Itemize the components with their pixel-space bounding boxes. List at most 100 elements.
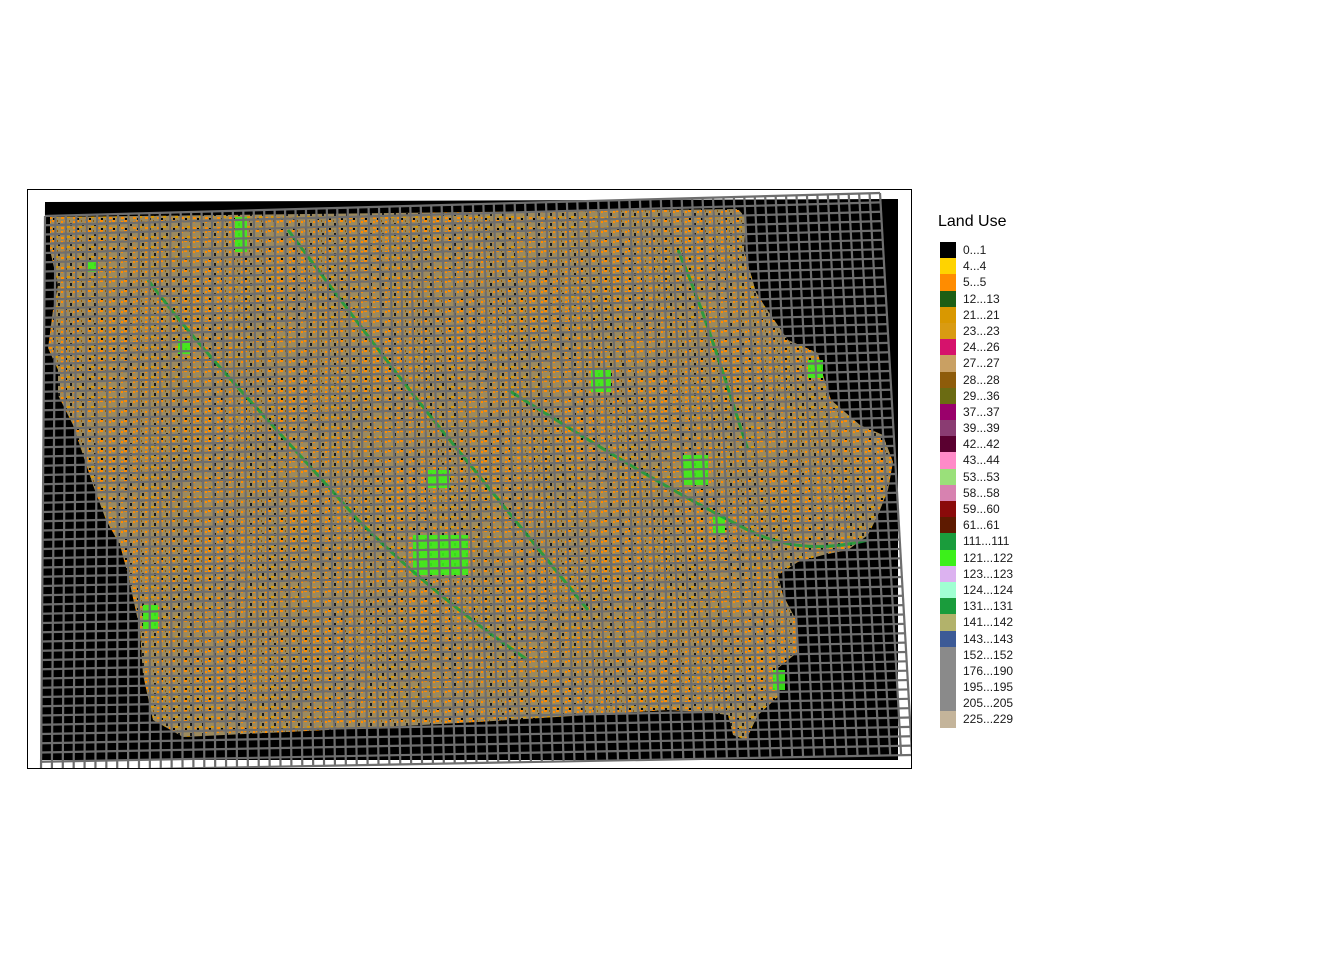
legend-swatch — [940, 549, 956, 566]
land-use-map — [39, 191, 911, 768]
legend-swatch — [940, 436, 956, 453]
legend-item: 61...61 — [938, 517, 1007, 534]
grid-line — [43, 388, 892, 412]
legend-swatch — [940, 501, 956, 518]
legend-label: 123...123 — [963, 566, 1014, 581]
legend-swatch — [940, 581, 956, 599]
grid-line — [41, 669, 908, 689]
grid-line — [44, 276, 885, 301]
legend-item: 195...195 — [938, 679, 1013, 696]
grid-line — [44, 257, 884, 282]
legend-item: 37...37 — [938, 403, 1007, 421]
legend-swatch — [940, 420, 956, 437]
legend-label: 43...44 — [963, 453, 1000, 468]
legend-swatch — [940, 646, 956, 663]
grid-line — [41, 678, 908, 699]
legend-item: 28...28 — [938, 371, 1007, 388]
grid-line — [42, 557, 901, 578]
grid-line — [41, 735, 911, 754]
legend-item: 58...58 — [938, 484, 1007, 501]
legend-label: 29...36 — [963, 388, 1000, 403]
legend-label: 42...42 — [963, 437, 1000, 452]
legend-item: 176...190 — [938, 662, 1013, 680]
legend-swatch — [940, 290, 956, 307]
grid-line — [44, 238, 883, 264]
legend-swatch — [940, 533, 956, 550]
grid-line — [43, 351, 890, 375]
grid-line — [42, 491, 898, 514]
legend-item: 4...4 — [938, 258, 1007, 275]
legend-label: 53...53 — [963, 469, 1000, 484]
legend-swatch — [940, 598, 956, 615]
legend-items: 0...1 4...4 5...5 12...13 21...21 23...23 24..… — [938, 242, 1013, 728]
legend-label: 143...143 — [963, 631, 1014, 646]
grid-line — [41, 613, 905, 634]
grid-line — [42, 604, 904, 625]
grid-line — [42, 566, 902, 588]
legend-label: 121...122 — [963, 550, 1014, 565]
legend-swatch — [940, 711, 956, 728]
grid-line — [44, 304, 887, 329]
grid-line — [41, 622, 905, 643]
legend-label: 225...229 — [963, 712, 1014, 727]
legend-item: 111...111 — [938, 533, 1010, 550]
grid-line — [144, 753, 911, 768]
grid-line — [41, 725, 911, 745]
legend-label: 58...58 — [963, 485, 1000, 500]
legend-item: 143...143 — [938, 630, 1013, 647]
legend-item: 5...5 — [938, 274, 1007, 291]
grid-line — [41, 650, 907, 671]
grid-line — [43, 416, 893, 440]
legend-swatch — [940, 695, 956, 712]
legend-swatch — [940, 371, 956, 388]
legend: Land Use 0...1 4...4 5...5 12...13 21...21 23… — [938, 213, 1013, 728]
legend-swatch — [940, 452, 956, 469]
grid-line — [41, 716, 910, 736]
legend-swatch — [940, 403, 956, 421]
legend-item: 24...26 — [938, 339, 1007, 356]
legend-swatch — [940, 274, 956, 291]
grid-line — [44, 210, 882, 236]
legend-item: 205...205 — [938, 695, 1013, 712]
legend-label: 176...190 — [963, 663, 1014, 678]
legend-item: 29...36 — [938, 387, 1007, 404]
legend-swatch — [940, 679, 956, 696]
grid-line — [41, 688, 909, 708]
legend-swatch — [940, 339, 956, 356]
grid-overlay — [39, 191, 911, 768]
legend-swatch — [940, 517, 956, 534]
legend-swatch — [940, 662, 956, 680]
grid-line — [43, 397, 892, 421]
legend-swatch — [940, 355, 956, 372]
legend-swatch — [940, 322, 956, 340]
legend-label: 59...60 — [963, 502, 1000, 516]
legend-label: 124...124 — [963, 582, 1014, 597]
legend-item: 23...23 — [938, 322, 1007, 340]
legend-item: 0...1 — [938, 242, 1007, 259]
grid-line — [43, 454, 895, 477]
grid-line — [44, 313, 887, 338]
grid-line — [43, 463, 896, 486]
grid-line — [43, 341, 889, 366]
grid-line — [44, 191, 881, 218]
legend-item: 42...42 — [938, 436, 1007, 453]
legend-label: 24...26 — [963, 340, 1000, 355]
grid-line — [44, 248, 884, 273]
grid-line — [42, 575, 902, 597]
grid-line — [43, 435, 894, 458]
legend-label: 27...27 — [963, 356, 1000, 371]
legend-item: 124...124 — [938, 581, 1013, 599]
legend-item: 21...21 — [938, 306, 1007, 323]
grid-line — [43, 426, 894, 449]
legend-label: 37...37 — [963, 404, 1000, 419]
legend-label: 111...111 — [963, 534, 1010, 549]
grid-line — [43, 332, 889, 356]
grid-line — [42, 472, 897, 495]
legend-label: 23...23 — [963, 323, 1000, 338]
legend-swatch — [940, 242, 956, 259]
grid-line — [42, 529, 900, 551]
legend-label: 28...28 — [963, 372, 1000, 387]
grid-line — [41, 707, 910, 726]
legend-label: 195...195 — [963, 680, 1014, 695]
legend-item: 59...60 — [938, 501, 1007, 518]
